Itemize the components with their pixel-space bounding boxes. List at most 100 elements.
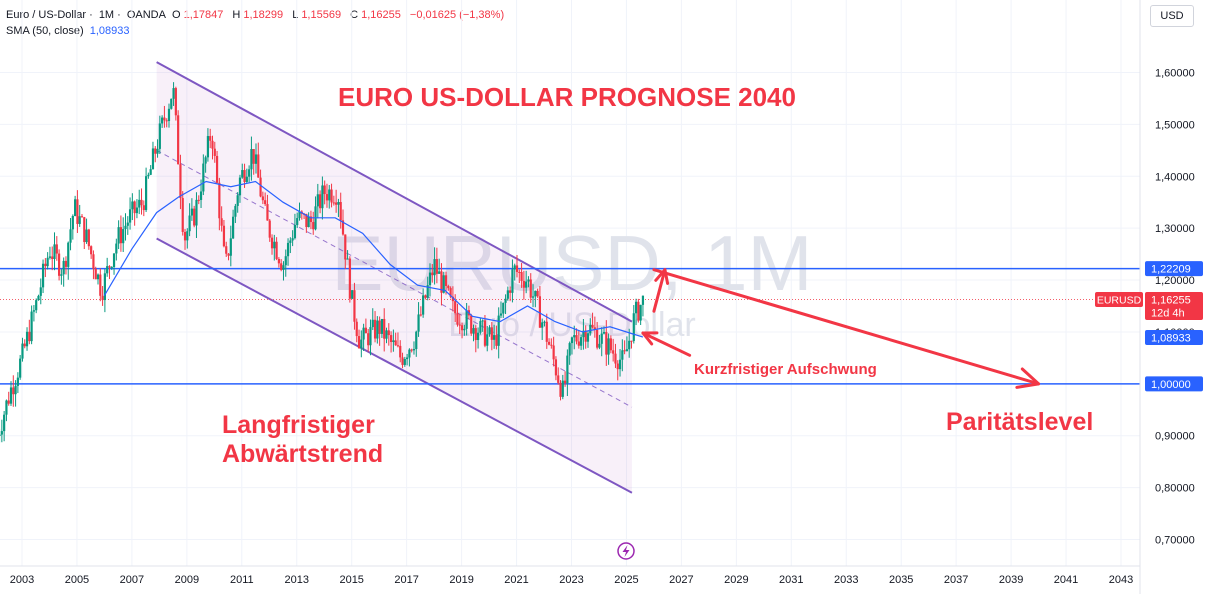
channel-lower-line: [156, 237, 633, 494]
candle: [37, 295, 40, 301]
candle: [373, 319, 377, 339]
candle: [46, 257, 49, 267]
candle: [186, 231, 189, 241]
short-term-label: Kurzfristiger Aufschwung: [694, 361, 877, 378]
candle: [222, 225, 226, 247]
sma-50-line: [103, 180, 644, 338]
candle: [206, 136, 210, 158]
candle: [170, 98, 173, 109]
candle: [149, 169, 152, 175]
x-tick-label: 2013: [285, 574, 309, 586]
candle: [28, 331, 31, 342]
candle: [406, 357, 409, 360]
sma-line: [103, 180, 644, 338]
candle: [197, 199, 200, 201]
x-tick-label: 2025: [614, 574, 638, 586]
current-price-tag-text: 12d 4h: [1151, 307, 1185, 319]
indicator-name[interactable]: SMA (50, close): [6, 25, 84, 37]
candle: [387, 330, 390, 336]
candle: [181, 198, 184, 232]
currency-button[interactable]: USD: [1150, 5, 1194, 27]
candle: [557, 375, 560, 383]
candle: [94, 268, 97, 280]
candle: [369, 327, 372, 346]
legend-indicator-row[interactable]: SMA (50, close) 1,08933: [6, 23, 507, 39]
legend-symbol-row[interactable]: Euro / US-Dollar · 1M · OANDA O 1,17847 H 1,…: [6, 9, 505, 21]
candle: [637, 301, 640, 321]
candle: [243, 170, 246, 182]
candle: [470, 315, 473, 334]
candle: [298, 211, 301, 219]
price-level-tag: 1,22209: [1145, 261, 1203, 277]
candle: [602, 332, 606, 334]
candle: [270, 237, 274, 249]
symbol-name[interactable]: Euro / US-Dollar: [6, 9, 87, 21]
candle: [417, 314, 420, 332]
x-tick-label: 2029: [724, 574, 748, 586]
x-tick-label: 2007: [120, 574, 144, 586]
trend-channel: [156, 61, 633, 494]
candle: [598, 343, 601, 348]
candle: [527, 279, 530, 282]
price-level-tag-text: 1,22209: [1151, 264, 1191, 276]
candle: [9, 387, 13, 404]
candle: [412, 349, 416, 351]
x-tick-label: 2041: [1054, 574, 1078, 586]
candle: [215, 155, 219, 183]
candle: [593, 327, 596, 330]
candle: [529, 279, 532, 298]
candle: [284, 256, 287, 266]
x-tick-label: 2017: [394, 574, 418, 586]
forecast-arrow-head: [1015, 367, 1041, 389]
candle: [586, 333, 590, 342]
candle: [367, 333, 370, 346]
long-trend-label-line2: Abwärtstrend: [222, 440, 383, 468]
symbol-price-tag: EURUSD: [1095, 291, 1143, 307]
candle: [440, 271, 443, 293]
x-tick-label: 2019: [449, 574, 473, 586]
candle: [454, 301, 457, 314]
candle: [161, 117, 164, 124]
candle: [275, 241, 278, 259]
candle: [630, 340, 633, 342]
y-tick-label: 1,60000: [1155, 68, 1195, 80]
candle: [67, 242, 70, 267]
long-trend-label-line1: Langfristiger: [222, 411, 375, 439]
interval-label[interactable]: 1M: [98, 9, 115, 21]
candle: [463, 328, 466, 331]
candle: [632, 313, 635, 342]
x-tick-label: 2031: [779, 574, 803, 586]
chart-title: EURO US-DOLLAR PROGNOSE 2040: [338, 82, 796, 112]
candle: [550, 344, 553, 346]
candle: [465, 310, 468, 329]
symbol-price-tag-box: [1095, 291, 1143, 307]
x-tick-label: 2011: [230, 574, 254, 586]
candle: [552, 345, 555, 360]
candle: [502, 302, 505, 314]
candle: [321, 185, 324, 209]
candle: [435, 259, 438, 274]
annotation-pointer-arrow-head: [641, 331, 659, 346]
candle: [135, 207, 139, 214]
channel-upper-line: [156, 61, 633, 323]
current-price-tag-box: [1145, 291, 1203, 320]
candle: [625, 349, 629, 352]
candle: [179, 164, 182, 199]
candle: [399, 345, 402, 358]
forecast-arrow: [652, 268, 1041, 389]
candle: [351, 290, 354, 299]
candle: [90, 246, 93, 255]
candle: [213, 148, 216, 156]
candle: [609, 338, 612, 351]
candle: [520, 272, 523, 281]
candle: [497, 315, 500, 346]
x-tick-label: 2037: [944, 574, 968, 586]
candle: [328, 189, 331, 201]
candle: [7, 400, 10, 404]
x-tick-label: 2005: [65, 574, 89, 586]
candle: [378, 320, 381, 334]
candle: [140, 199, 143, 206]
candle: [183, 231, 187, 241]
candle: [225, 246, 228, 254]
